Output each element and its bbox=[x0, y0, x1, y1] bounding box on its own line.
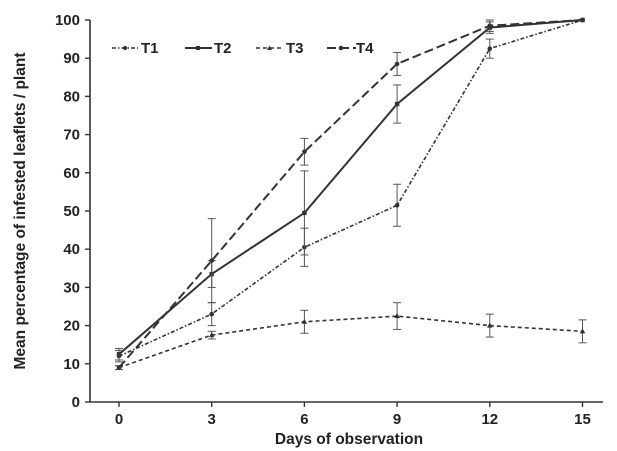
series-t3-line bbox=[118, 315, 583, 369]
legend-marker-t2 bbox=[196, 46, 200, 50]
series-t1-point bbox=[209, 311, 214, 317]
plot-area: 0 10 20 30 40 50 60 70 80 90 100 0 3 6 9 12 15 bbox=[55, 12, 603, 428]
y-tick-label: 0 bbox=[72, 394, 80, 411]
y-tick-label: 10 bbox=[63, 356, 80, 373]
series-t4-point bbox=[487, 23, 493, 29]
series-t4-point bbox=[394, 61, 400, 67]
x-tick-label: 3 bbox=[208, 411, 216, 428]
series-t1-point bbox=[487, 46, 493, 51]
series-t3-point bbox=[301, 318, 308, 324]
series-t4-line bbox=[118, 19, 583, 369]
series-t4-point bbox=[209, 258, 214, 263]
x-tick-label: 12 bbox=[481, 411, 498, 428]
legend-label-t4: T4 bbox=[356, 40, 374, 57]
y-tick-label: 100 bbox=[55, 12, 80, 29]
legend-item-t2: T2 bbox=[185, 40, 232, 57]
series-t3-point bbox=[579, 328, 586, 334]
y-tick-label: 50 bbox=[63, 203, 80, 220]
series-t2-point bbox=[302, 210, 307, 216]
series-t3-point bbox=[208, 332, 215, 338]
series-t4-point bbox=[580, 17, 585, 23]
y-tick-label: 40 bbox=[63, 241, 80, 258]
x-axis-title: Days of observation bbox=[275, 431, 423, 448]
series-t3-point bbox=[487, 322, 493, 328]
series-t1-line bbox=[118, 19, 583, 357]
legend-marker-t4 bbox=[338, 45, 344, 51]
y-axis-title: Mean percentage of infested leaflets / p… bbox=[12, 53, 29, 370]
legend-marker-t1 bbox=[123, 46, 127, 50]
x-tick-label: 9 bbox=[393, 411, 401, 428]
series-t1-point bbox=[394, 202, 400, 208]
legend-item-t4: T4 bbox=[327, 40, 374, 57]
legend-label-t2: T2 bbox=[214, 40, 232, 57]
y-tick-label: 30 bbox=[63, 279, 80, 296]
y-tick-label: 80 bbox=[63, 88, 80, 105]
series-t4-point bbox=[302, 149, 307, 155]
y-tick-label: 70 bbox=[63, 127, 80, 144]
x-tick-label: 0 bbox=[115, 411, 123, 428]
legend-marker-t3 bbox=[267, 45, 272, 50]
y-tick-label: 20 bbox=[63, 318, 80, 335]
legend-label-t3: T3 bbox=[286, 40, 304, 57]
series-t3-point bbox=[394, 313, 400, 319]
x-tick-label: 6 bbox=[300, 411, 308, 428]
y-tick-label: 60 bbox=[63, 165, 80, 182]
series-t2-point bbox=[394, 101, 400, 107]
legend-item-t1: T1 bbox=[112, 40, 159, 57]
y-tick-label: 90 bbox=[63, 50, 80, 67]
series-t2-point bbox=[116, 352, 122, 357]
x-tick-label: 15 bbox=[574, 411, 591, 428]
legend: T1 T2 T3 T4 bbox=[112, 40, 374, 57]
series-t4-point bbox=[116, 365, 122, 370]
legend-label-t1: T1 bbox=[141, 40, 159, 57]
series-t2-line bbox=[118, 19, 583, 356]
legend-item-t3: T3 bbox=[256, 40, 304, 57]
